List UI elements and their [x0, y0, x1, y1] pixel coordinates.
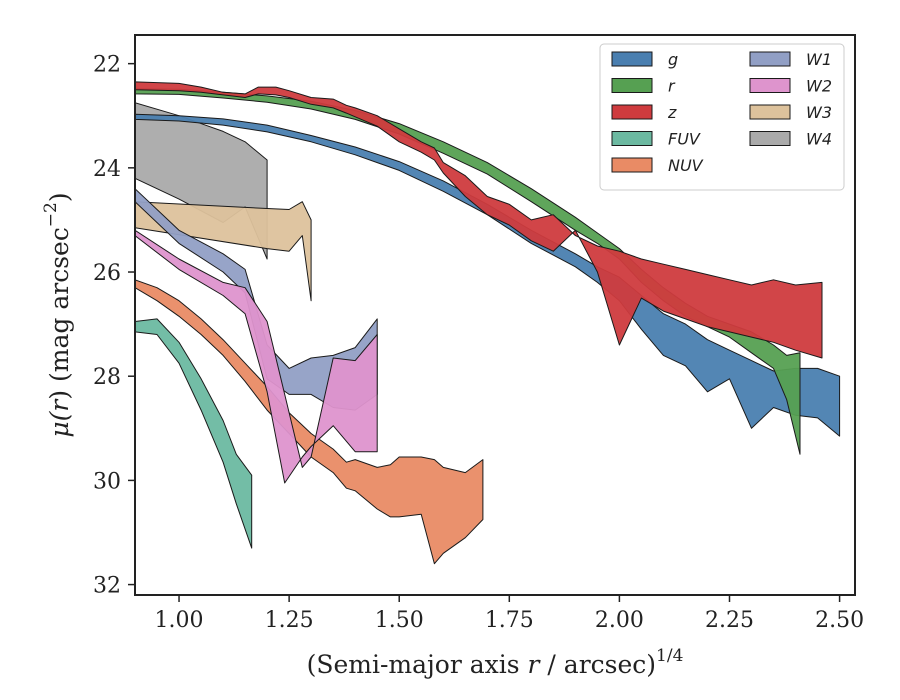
legend-swatch-w1 [749, 51, 791, 67]
data-bands [135, 81, 841, 565]
y-axis-title-exponent: −2 [41, 202, 61, 227]
legend-label-fuv: FUV [668, 130, 701, 149]
legend-swatch-fuv [611, 131, 653, 146]
x-axis-title-main: (Semi-major axis [307, 650, 528, 679]
legend-label-z: z [667, 103, 677, 122]
y-axis-title-end: ) [45, 192, 74, 202]
y-axis-title: μ(r) (mag arcsec−2) [41, 192, 74, 437]
y-tick-label: 22 [93, 53, 121, 78]
legend-swatch-nuv [611, 157, 653, 173]
y-tick-label: 30 [93, 469, 121, 494]
band-w2 [135, 229, 378, 484]
y-tick-label: 32 [93, 574, 121, 599]
legend-label-w3: W3 [806, 103, 832, 122]
band-z [135, 81, 823, 359]
x-axis-title-rest: / arcsec) [539, 650, 656, 679]
x-tick-label: 1.50 [375, 608, 424, 633]
band-fuv [135, 318, 253, 549]
legend-label-r: r [668, 77, 676, 96]
legend-label-nuv: NUV [668, 156, 704, 175]
legend-label-g: g [668, 50, 678, 69]
legend-swatch-z [611, 104, 653, 120]
y-axis: 22 24 26 28 30 32 [93, 53, 135, 599]
x-tick-label: 2.00 [595, 608, 644, 633]
x-tick-label: 2.50 [815, 608, 864, 633]
x-axis: 1.00 1.25 1.50 1.75 2.00 2.25 2.50 [155, 595, 864, 633]
y-axis-title-var: r [45, 398, 74, 412]
band-nuv [135, 279, 484, 565]
legend: grz FUV NUV W1 W2 W3 W4 [599, 43, 845, 191]
y-tick-label: 26 [93, 261, 121, 286]
legend-swatch-g [611, 51, 653, 67]
x-tick-label: 1.00 [155, 608, 204, 633]
legend-swatch-w2 [749, 78, 791, 93]
legend-label-w1: W1 [806, 50, 832, 69]
y-tick-label: 28 [93, 365, 121, 390]
legend-label-w2: W2 [806, 77, 832, 96]
x-axis-title-var: r [528, 650, 542, 679]
x-tick-label: 1.75 [485, 608, 534, 633]
x-axis-title-exponent: 1/4 [656, 646, 683, 666]
x-axis-title: (Semi-major axis r / arcsec)1/4 [307, 646, 684, 679]
x-tick-label: 1.25 [265, 608, 314, 633]
y-tick-label: 24 [93, 157, 121, 182]
legend-swatch-r [611, 78, 653, 93]
band-w4 [135, 102, 268, 260]
band-w3 [135, 201, 312, 302]
x-tick-label: 2.25 [705, 608, 754, 633]
legend-swatch-w3 [749, 104, 791, 120]
legend-swatch-w4 [749, 131, 791, 146]
y-axis-title-prefix: μ( [45, 410, 74, 437]
y-axis-title-rest: ) (mag arcsec [45, 227, 74, 400]
legend-label-w4: W4 [806, 130, 832, 149]
plot-frame [134, 34, 856, 596]
